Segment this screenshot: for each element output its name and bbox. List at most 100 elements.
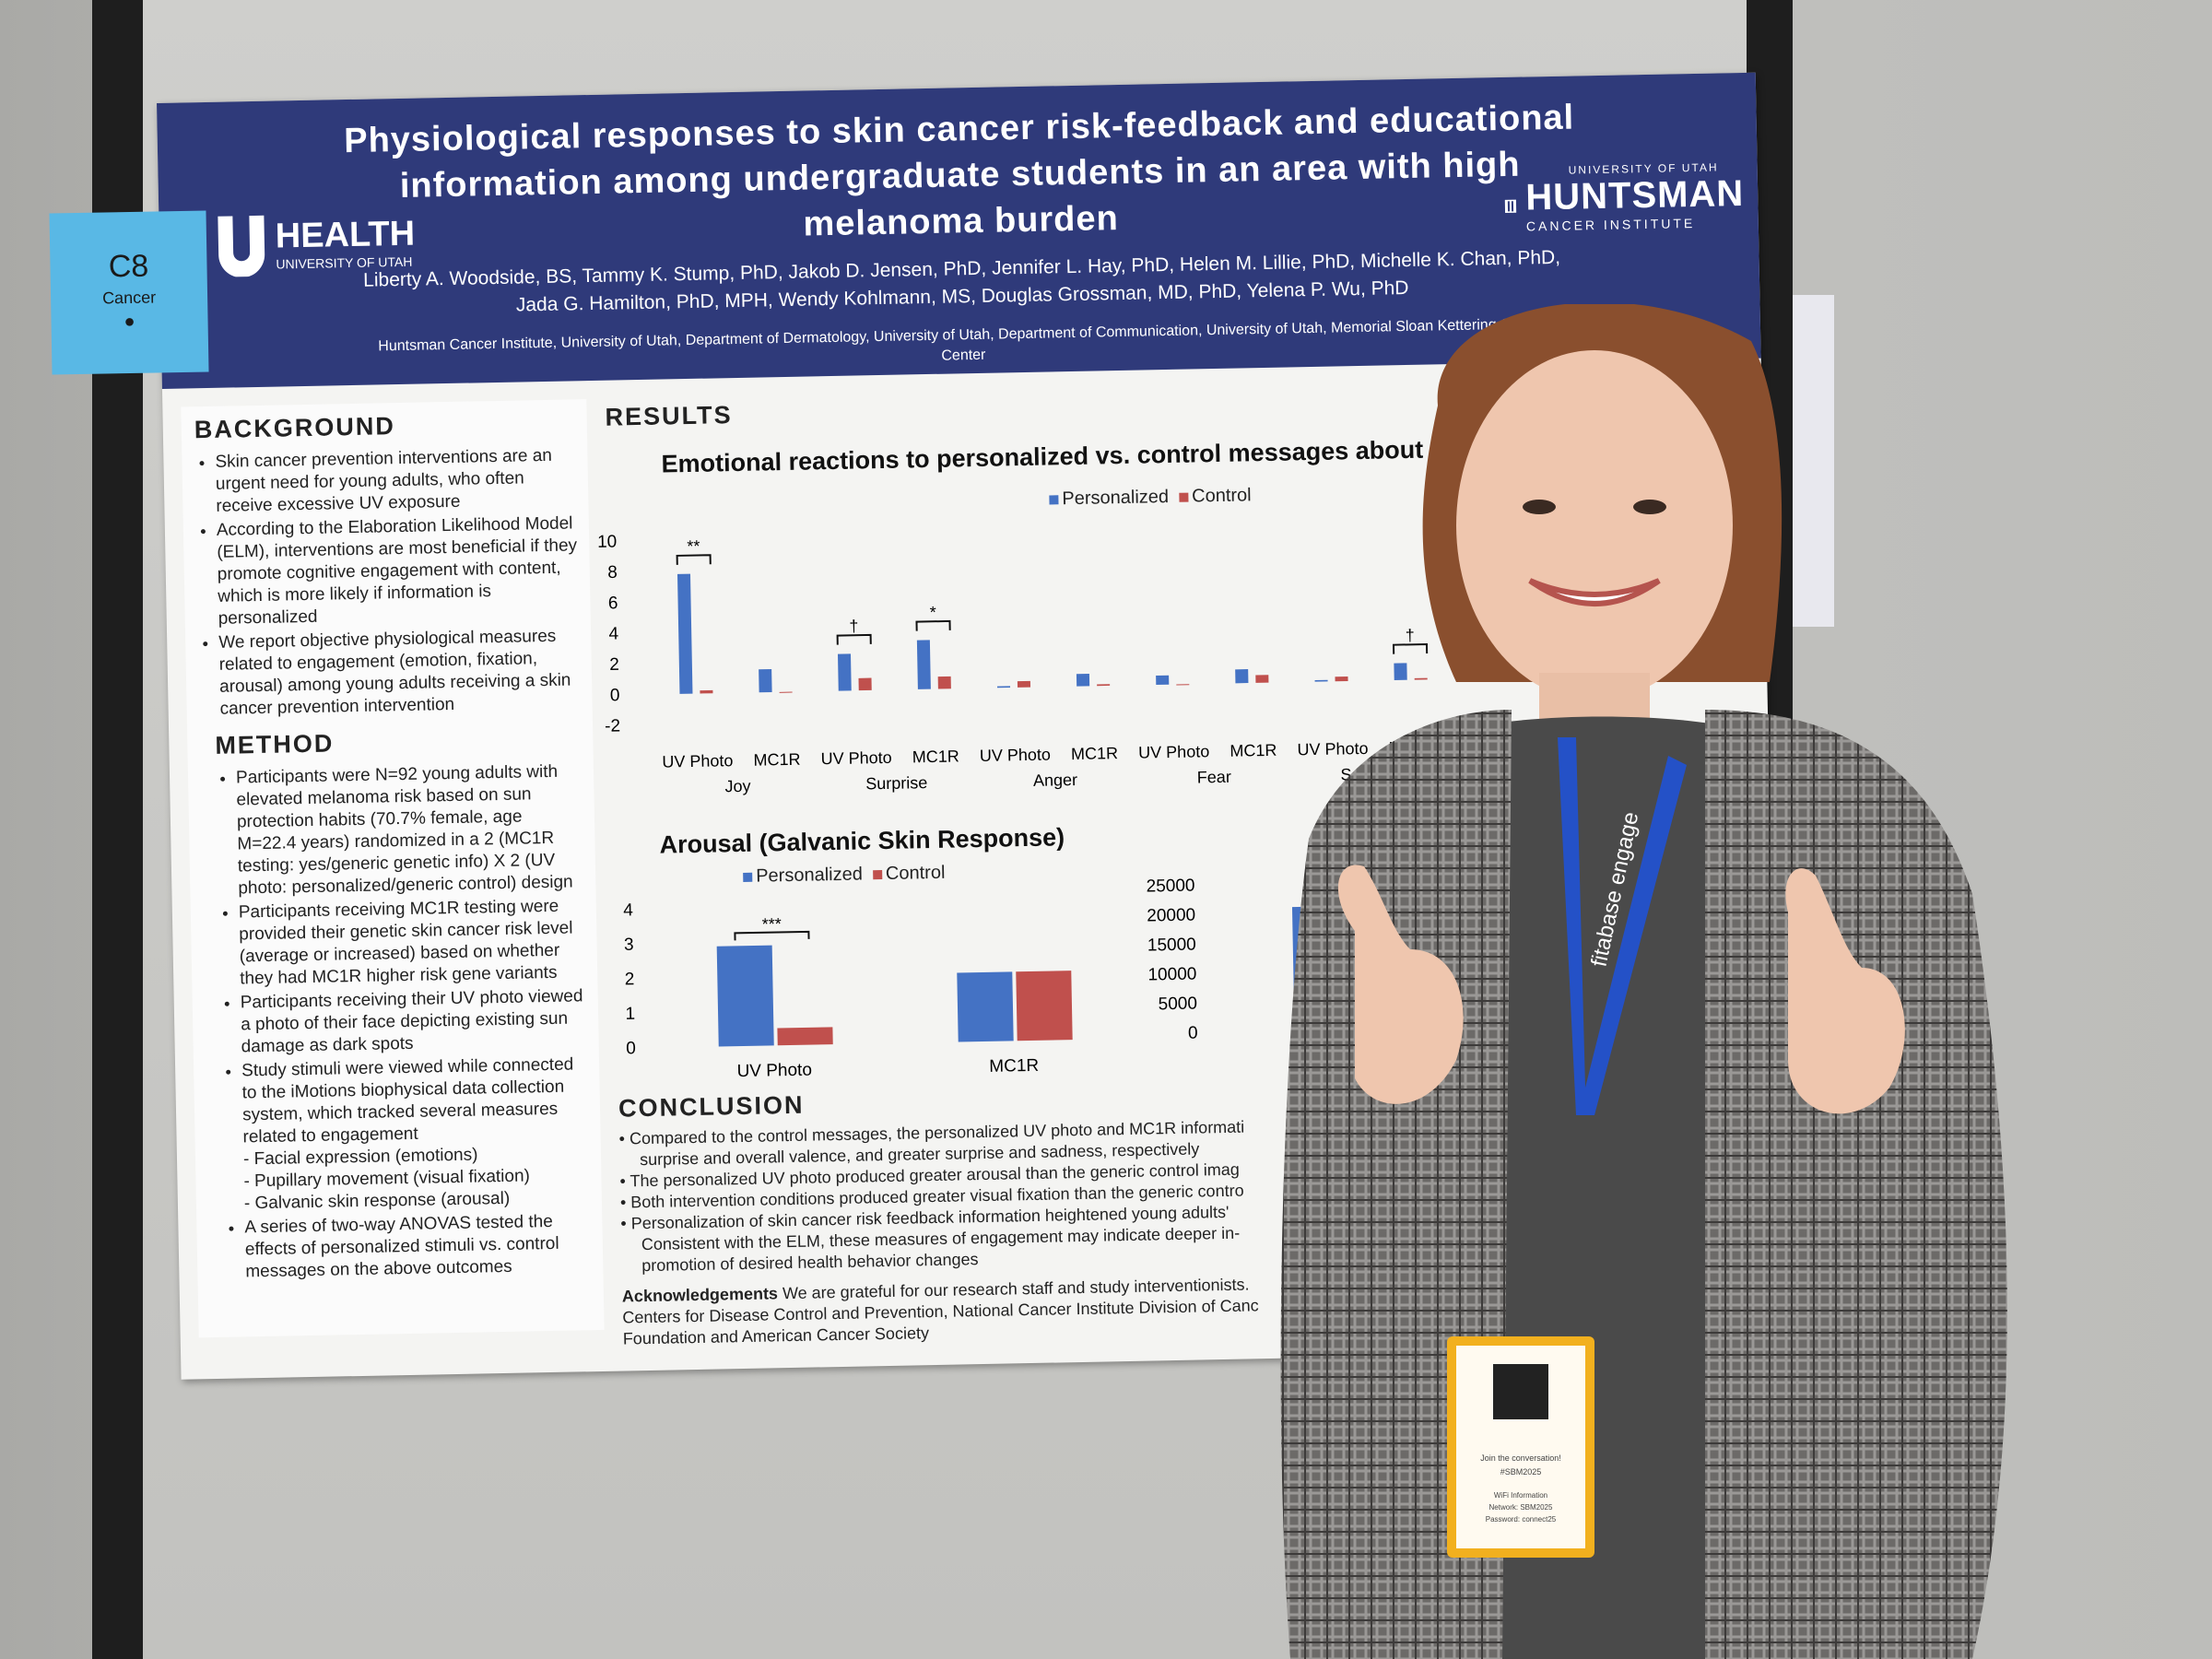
y-tick-label: 1 bbox=[625, 1005, 635, 1024]
u-health-logo: HEALTH UNIVERSITY OF UTAH bbox=[214, 209, 418, 296]
badge-network: Network: SBM2025 bbox=[1489, 1503, 1553, 1512]
poster-banner: HEALTH UNIVERSITY OF UTAH Physiological … bbox=[157, 72, 1761, 389]
bar-personalized bbox=[677, 573, 693, 694]
bar-control bbox=[1414, 677, 1428, 680]
y-tick-label: 6 bbox=[608, 594, 618, 613]
significance-marker: *** bbox=[762, 914, 782, 933]
significance-bracket bbox=[734, 930, 810, 941]
significance-marker: * bbox=[930, 603, 936, 621]
right-eye bbox=[1633, 500, 1666, 514]
left-eye bbox=[1523, 500, 1556, 514]
method-bullet: Study stimuli were viewed while connecte… bbox=[241, 1053, 593, 1215]
bar-personalized bbox=[837, 653, 852, 691]
badge-password: Password: connect25 bbox=[1486, 1515, 1557, 1524]
left-thumb-up-hand bbox=[1337, 865, 1464, 1104]
huntsman-emblem-icon bbox=[1504, 199, 1517, 213]
bar-personalized bbox=[1235, 669, 1249, 684]
y-tick-label: 10 bbox=[597, 533, 618, 552]
bar-control bbox=[1335, 676, 1348, 682]
significance-marker: ** bbox=[687, 536, 700, 555]
bar-control bbox=[858, 677, 872, 691]
neck bbox=[1539, 673, 1650, 728]
face bbox=[1456, 350, 1733, 700]
significance-bracket bbox=[1392, 642, 1429, 654]
bar-control bbox=[777, 1027, 833, 1046]
group-label: Anger bbox=[1033, 771, 1077, 790]
bar-control bbox=[700, 689, 713, 694]
x-tick-label: MC1R bbox=[753, 750, 800, 770]
significance-marker: † bbox=[1406, 626, 1415, 644]
neighbor-poster-strip bbox=[1793, 295, 1834, 627]
x-tick-label: UV Photo bbox=[980, 746, 1051, 765]
y-tick-label: 2 bbox=[625, 970, 635, 989]
results-heading: RESULTS bbox=[605, 401, 733, 431]
right-thumb-up-hand bbox=[1785, 868, 1905, 1114]
background-bullet: We report objective physiological measur… bbox=[218, 625, 583, 721]
bar-personalized bbox=[716, 945, 774, 1047]
left-column: BACKGROUND Skin cancer prevention interv… bbox=[181, 399, 605, 1338]
y-tick-label: 2 bbox=[609, 655, 619, 675]
arousal-chart-plot: 4 3 2 1 0 UV Photo MC1R *** bbox=[623, 900, 1073, 1081]
jacket-right bbox=[1705, 710, 2007, 1659]
bar-control bbox=[1016, 971, 1073, 1041]
significance-bracket bbox=[676, 554, 712, 565]
poster-title: Physiological responses to skin cancer r… bbox=[343, 98, 1575, 244]
y-tick-label: 0 bbox=[610, 686, 620, 705]
bar-personalized bbox=[1076, 674, 1090, 687]
bar-personalized bbox=[1156, 675, 1170, 685]
y-tick-label: 20000 bbox=[1147, 906, 1195, 926]
bar-personalized bbox=[916, 640, 931, 689]
bar-control bbox=[937, 676, 951, 689]
bar-control bbox=[1017, 680, 1031, 688]
background-heading: BACKGROUND bbox=[194, 412, 396, 444]
y-tick-label: 0 bbox=[1188, 1024, 1198, 1043]
group-label: Surprise bbox=[865, 773, 927, 793]
significance-bracket bbox=[836, 633, 872, 645]
x-tick-label: MC1R bbox=[1230, 741, 1277, 760]
group-label: Fear bbox=[1197, 768, 1231, 787]
y-tick-label: 15000 bbox=[1147, 935, 1196, 956]
x-tick-label: UV Photo bbox=[1138, 742, 1209, 761]
y-tick-label: 4 bbox=[608, 624, 618, 643]
method-text: Participants were N=92 young adults with… bbox=[188, 760, 604, 1284]
huntsman-logo: UNIVERSITY OF UTAH HUNTSMAN CANCER INSTI… bbox=[1504, 160, 1746, 266]
method-bullet: A series of two-way ANOVAS tested the ef… bbox=[244, 1210, 594, 1283]
background-text: Skin cancer prevention interventions are… bbox=[182, 444, 593, 721]
method-bullet: Participants receiving MC1R testing were… bbox=[239, 895, 589, 990]
bar-control bbox=[1176, 684, 1190, 686]
arousal-chart: Arousal (Galvanic Skin Response) Persona… bbox=[613, 822, 1134, 1090]
method-heading: METHOD bbox=[215, 729, 335, 759]
bar-control bbox=[1255, 675, 1269, 683]
x-tick-label: MC1R bbox=[912, 747, 959, 766]
y-tick-label: 5000 bbox=[1158, 994, 1197, 1015]
lanyard bbox=[1558, 737, 1687, 1115]
bar-personalized bbox=[1394, 663, 1407, 681]
significance-marker: † bbox=[849, 617, 858, 635]
bar-personalized bbox=[997, 686, 1011, 688]
y-tick-label: 25000 bbox=[1146, 877, 1194, 897]
method-bullet: Participants receiving their UV photo vi… bbox=[241, 985, 590, 1058]
background-bullet: According to the Elaboration Likelihood … bbox=[217, 512, 582, 630]
significance-bracket bbox=[915, 619, 951, 631]
cancer-institute-label: CANCER INSTITUTE bbox=[1525, 215, 1696, 234]
acknowledgements-label: Acknowledgements bbox=[621, 1284, 779, 1306]
group-label: Joy bbox=[724, 777, 750, 796]
y-tick-label: -2 bbox=[605, 716, 620, 735]
u-logo-icon bbox=[218, 215, 265, 277]
x-tick-label: UV Photo bbox=[662, 751, 733, 771]
badge-category: Cancer bbox=[101, 288, 157, 308]
y-tick-label: 4 bbox=[623, 900, 633, 920]
x-tick-label: MC1R bbox=[989, 1056, 1039, 1077]
x-tick-label: MC1R bbox=[1071, 744, 1118, 763]
method-bullet: Participants were N=92 young adults with… bbox=[236, 760, 587, 900]
verified-check-icon: ● bbox=[124, 311, 135, 333]
badge-hashtag: #SBM2025 bbox=[1500, 1467, 1542, 1477]
badge-join-text: Join the conversation! bbox=[1480, 1453, 1561, 1463]
presenter-person: fitabase engage Join the conversation! #… bbox=[1280, 304, 2007, 1659]
badge-code: C8 bbox=[108, 248, 149, 285]
y-tick-label: 10000 bbox=[1147, 965, 1196, 985]
bar-control bbox=[1097, 684, 1111, 687]
y-tick-label: 3 bbox=[624, 935, 634, 955]
y-tick-label: 8 bbox=[607, 563, 618, 582]
bar-personalized bbox=[957, 971, 1014, 1042]
